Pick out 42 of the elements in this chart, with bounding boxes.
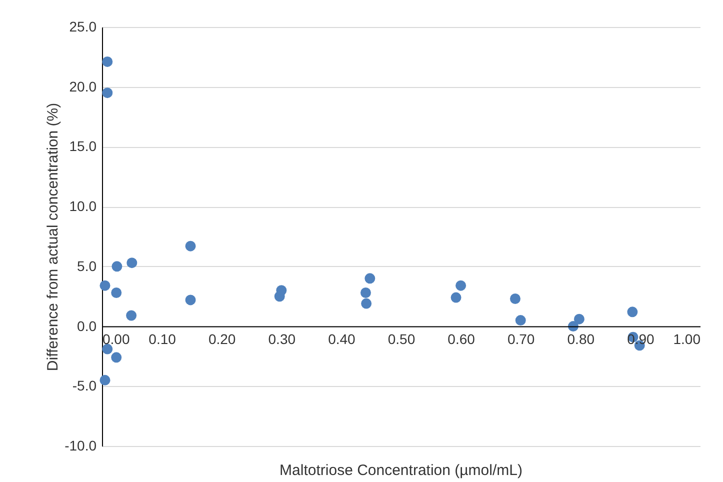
x-tick-label: 0.00: [102, 330, 130, 347]
x-tick-label: 1.00: [673, 330, 701, 347]
point: [515, 315, 526, 326]
x-axis-title: Maltotriose Concentration (µmol/mL): [280, 462, 522, 479]
point: [112, 261, 122, 272]
x-tick-label: 0.80: [567, 330, 595, 347]
y-tick-label: 10.0: [69, 198, 97, 214]
point: [276, 285, 287, 296]
point: [361, 298, 372, 309]
point: [111, 352, 122, 363]
y-tick-label: 5.0: [77, 258, 97, 274]
x-tick-label: 0.70: [507, 330, 535, 347]
point: [102, 88, 113, 98]
point: [126, 258, 138, 268]
y-tick-label: 20.0: [69, 78, 97, 94]
y-tick-label: 0.0: [77, 318, 97, 334]
x-tick-label: 0.50: [388, 330, 416, 347]
point: [450, 292, 462, 303]
point: [456, 280, 466, 291]
y-tick-label: 15.0: [69, 138, 97, 154]
point: [100, 280, 110, 291]
y-tick-label: -10.0: [64, 438, 97, 454]
point: [574, 314, 584, 324]
point: [627, 306, 638, 318]
point: [102, 56, 113, 67]
y-tick-label: 25.0: [69, 18, 97, 34]
point: [360, 288, 371, 298]
point: [185, 294, 196, 306]
x-tick-label: 0.40: [328, 330, 356, 347]
x-tick-label: 0.20: [208, 330, 236, 347]
point: [510, 294, 520, 304]
point: [185, 240, 196, 252]
x-tick-label: 0.60: [448, 330, 476, 347]
point: [102, 344, 113, 354]
point: [100, 374, 110, 386]
point: [364, 273, 376, 284]
x-tick-label: 0.30: [268, 330, 296, 347]
y-axis-title: Difference from actual concentration (%): [44, 102, 62, 372]
point: [111, 288, 122, 298]
y-tick-label: -5.0: [72, 378, 97, 394]
point: [126, 310, 137, 321]
x-tick-label: 0.10: [148, 330, 176, 347]
